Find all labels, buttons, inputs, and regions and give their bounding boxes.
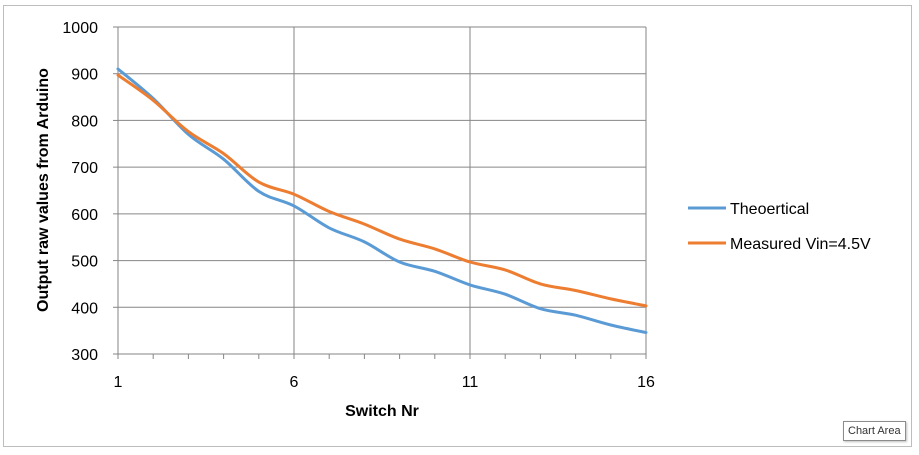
y-tick-label: 1000 xyxy=(62,20,98,37)
y-tick-label: 300 xyxy=(71,347,98,364)
x-axis-title: Switch Nr xyxy=(345,403,419,420)
y-tick-label: 700 xyxy=(71,160,98,177)
x-tick-label: 6 xyxy=(290,374,299,391)
chart-area[interactable] xyxy=(3,5,912,447)
series-line-2 xyxy=(116,73,648,308)
chart-area-tooltip: Chart Area xyxy=(843,421,906,441)
x-tick-label: 1 xyxy=(114,374,123,391)
series-line-1 xyxy=(116,67,648,334)
x-tick-label: 11 xyxy=(462,374,479,391)
y-tick-label: 900 xyxy=(71,67,98,84)
x-tick-labels: 1 6 11 16 xyxy=(114,374,655,391)
y-tick-label: 500 xyxy=(71,254,98,271)
y-tick-labels: 300 400 500 600 700 800 900 1000 xyxy=(62,20,98,364)
grid-lines xyxy=(118,26,647,354)
legend: Theoertical Measured Vin=4.5V xyxy=(688,201,871,253)
x-tick-label: 16 xyxy=(637,374,655,391)
series-lines xyxy=(116,67,648,334)
axes xyxy=(113,26,647,359)
legend-label: Measured Vin=4.5V xyxy=(730,236,871,253)
y-tick-label: 800 xyxy=(71,113,98,130)
y-axis-title: Output raw values from Arduino xyxy=(35,68,52,312)
legend-label: Theoertical xyxy=(730,201,809,218)
y-tick-label: 400 xyxy=(71,300,98,317)
y-tick-label: 600 xyxy=(71,207,98,224)
